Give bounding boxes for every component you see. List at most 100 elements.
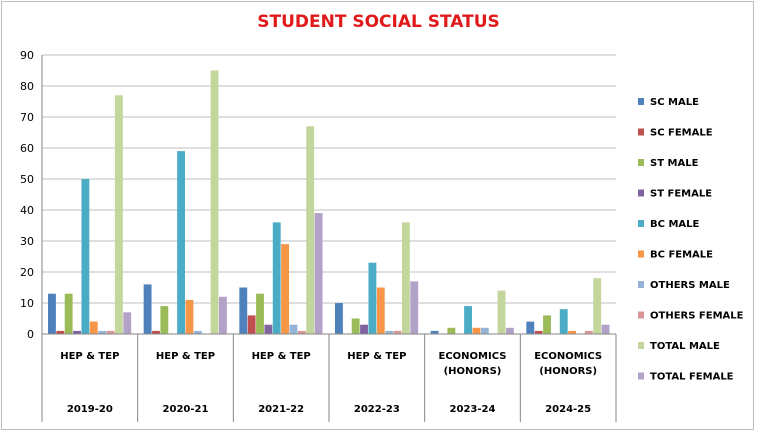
bar-sc-male: [335, 303, 343, 334]
legend-label: ST FEMALE: [650, 189, 712, 200]
legend-label: ST MALE: [650, 158, 699, 169]
bar-total-female: [314, 213, 323, 334]
bar-total-female: [601, 324, 610, 334]
bar-sc-female: [534, 330, 543, 334]
bar-bc-female: [89, 321, 98, 334]
bar-st-female: [360, 324, 368, 334]
bar-sc-male: [48, 293, 56, 334]
bar-total-female: [123, 312, 132, 334]
bar-st-male: [447, 327, 456, 334]
bar-bc-female: [185, 299, 194, 334]
y-tick-label: 60: [20, 142, 34, 155]
bar-sc-male: [143, 284, 152, 334]
bar-total-male: [114, 95, 123, 334]
category-course-label: ECONOMICS: [439, 351, 507, 362]
bar-others-male: [98, 330, 107, 334]
legend-swatch: [638, 342, 644, 349]
x-axis: [41, 333, 617, 422]
bar-bc-male: [272, 222, 281, 334]
category-year-label: 2021-22: [258, 404, 304, 415]
bar-total-female: [505, 327, 514, 334]
y-tick-label: 40: [20, 204, 34, 217]
bar-bc-female: [376, 287, 385, 334]
legend-swatch: [638, 311, 644, 319]
bar-st-female: [73, 330, 81, 334]
bar-total-male: [497, 290, 506, 334]
gridlines: [42, 54, 616, 335]
bar-sc-male: [239, 287, 248, 334]
bar-others-male: [193, 330, 202, 334]
bar-sc-male: [526, 321, 535, 334]
y-tick-label: 50: [20, 173, 34, 186]
legend-swatch: [638, 98, 644, 105]
legend-swatch: [638, 372, 644, 380]
category-course-label: HEP & TEP: [156, 351, 215, 362]
y-tick-label: 20: [20, 266, 34, 279]
legend-label: BC FEMALE: [650, 250, 713, 261]
bar-total-male: [210, 70, 219, 334]
legend-label: BC MALE: [650, 219, 700, 230]
legend-swatch: [638, 159, 644, 166]
y-tick-label: 70: [20, 111, 34, 124]
bar-st-male: [256, 293, 264, 334]
legend: SC MALE SC FEMALE ST MALE ST FEMALE BC MALE B…: [638, 97, 744, 383]
bar-bc-male: [559, 309, 568, 334]
legend-swatch: [638, 250, 644, 258]
bar-bc-female: [472, 327, 481, 334]
bar-others-male: [480, 327, 489, 334]
y-tick-label: 90: [20, 49, 34, 62]
bars: [48, 70, 610, 334]
bar-bc-male: [368, 262, 377, 334]
legend-label: OTHERS MALE: [650, 280, 730, 291]
bar-bc-male: [464, 306, 472, 334]
category-course-label: HEP & TEP: [347, 351, 406, 362]
bar-others-female: [297, 330, 306, 334]
bar-st-male: [351, 318, 360, 334]
legend-swatch: [638, 281, 644, 288]
category-year-label: 2019-20: [67, 404, 113, 415]
bar-others-female: [106, 330, 115, 334]
y-tick-label: 80: [20, 80, 34, 93]
category-year-label: 2024-25: [545, 404, 591, 415]
bar-bc-female: [281, 244, 290, 334]
legend-label: OTHERS FEMALE: [650, 311, 744, 322]
y-tick-label: 10: [20, 297, 34, 310]
legend-swatch: [638, 128, 644, 136]
bar-total-female: [218, 296, 227, 334]
bar-sc-female: [247, 315, 256, 334]
category-course-label: ECONOMICS: [534, 351, 602, 362]
category-year-label: 2023-24: [450, 404, 496, 415]
x-axis-categories: HEP & TEP 2019-20 HEP & TEP 2020-21 HEP & TE…: [60, 351, 602, 415]
category-course-label: HEP & TEP: [252, 351, 311, 362]
legend-label: SC FEMALE: [650, 128, 713, 139]
legend-label: TOTAL FEMALE: [650, 372, 734, 383]
bar-sc-male: [430, 330, 439, 334]
bar-sc-female: [152, 330, 160, 334]
legend-label: TOTAL MALE: [650, 341, 720, 352]
category-year-label: 2022-23: [354, 404, 400, 415]
y-tick-label: 30: [20, 235, 34, 248]
bar-st-male: [543, 315, 551, 334]
bar-total-male: [593, 278, 602, 334]
y-tick-label: 0: [27, 328, 34, 341]
bar-total-female: [410, 281, 419, 334]
bar-st-male: [160, 306, 169, 334]
category-course-label: HEP & TEP: [60, 351, 119, 362]
chart-title: STUDENT SOCIAL STATUS: [257, 12, 500, 32]
bar-others-female: [393, 330, 402, 334]
legend-swatch: [638, 220, 644, 227]
legend-label: SC MALE: [650, 97, 699, 108]
bar-others-male: [289, 324, 298, 334]
bar-total-male: [306, 126, 315, 334]
y-axis-ticks: 0 10 20 30 40 50 60 70 80 90: [20, 49, 43, 341]
bar-sc-female: [56, 330, 65, 334]
bar-bc-male: [177, 151, 185, 334]
bar-st-male: [64, 293, 73, 334]
bar-others-female: [584, 330, 593, 334]
category-year-label: 2020-21: [163, 404, 209, 415]
bar-bc-male: [81, 179, 90, 334]
bar-st-female: [264, 324, 273, 334]
legend-swatch: [638, 189, 644, 197]
